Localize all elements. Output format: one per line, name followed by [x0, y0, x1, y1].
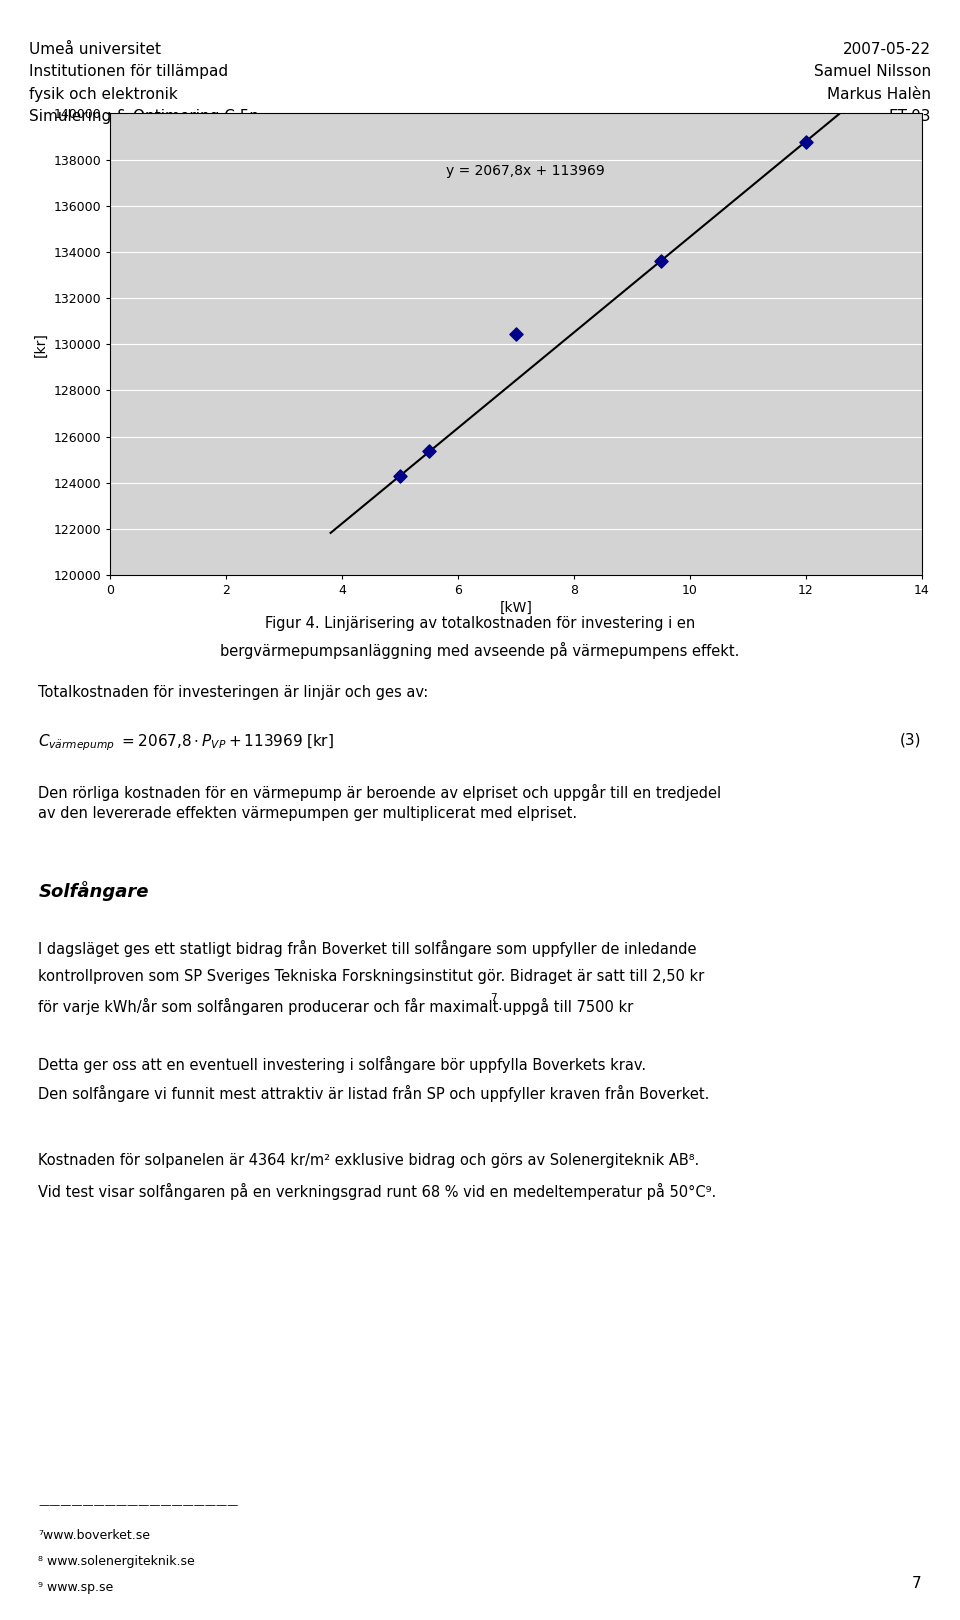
Text: (3): (3)	[900, 732, 922, 747]
Text: Vid test visar solfångaren på en verkningsgrad runt 68 % vid en medeltemperatur : Vid test visar solfångaren på en verknin…	[38, 1183, 717, 1200]
Text: I dagsläget ges ett statligt bidrag från Boverket till solfångare som uppfyller : I dagsläget ges ett statligt bidrag från…	[38, 940, 697, 957]
Point	[798, 128, 813, 154]
Text: y = 2067,8x + 113969: y = 2067,8x + 113969	[446, 164, 605, 178]
Text: Totalkostnaden för investeringen är linjär och ges av:: Totalkostnaden för investeringen är linj…	[38, 685, 429, 700]
Text: ⁸ www.solenergiteknik.se: ⁸ www.solenergiteknik.se	[38, 1555, 195, 1568]
Text: kontrollproven som SP Sveriges Tekniska Forskningsinstitut gör. Bidraget är satt: kontrollproven som SP Sveriges Tekniska …	[38, 969, 705, 983]
Text: för varje kWh/år som solfångaren producerar och får maximalt uppgå till 7500 kr: för varje kWh/år som solfångaren produce…	[38, 998, 634, 1016]
Text: ET-03: ET-03	[889, 109, 931, 125]
Text: Institutionen för tillämpad: Institutionen för tillämpad	[29, 65, 228, 79]
Text: Simulering & Optimering C 5p: Simulering & Optimering C 5p	[29, 109, 259, 125]
Text: 7: 7	[912, 1576, 922, 1591]
Point	[421, 437, 437, 463]
Text: Figur 4. Linjärisering av totalkostnaden för investering i en: Figur 4. Linjärisering av totalkostnaden…	[265, 616, 695, 630]
Text: 7: 7	[490, 993, 496, 1003]
X-axis label: [kW]: [kW]	[499, 601, 533, 616]
Text: Umeå universitet: Umeå universitet	[29, 42, 161, 57]
Text: Detta ger oss att en eventuell investering i solfångare bör uppfylla Boverkets k: Detta ger oss att en eventuell investeri…	[38, 1056, 646, 1074]
Point	[393, 463, 408, 489]
Point	[509, 321, 524, 347]
Text: ⁹ www.sp.se: ⁹ www.sp.se	[38, 1581, 113, 1594]
Text: ⁷www.boverket.se: ⁷www.boverket.se	[38, 1529, 151, 1542]
Text: 2007-05-22: 2007-05-22	[843, 42, 931, 57]
Text: bergvärmepumpsanläggning med avseende på värmepumpens effekt.: bergvärmepumpsanläggning med avseende på…	[220, 642, 740, 659]
Text: Den rörliga kostnaden för en värmepump är beroende av elpriset och uppgår till e: Den rörliga kostnaden för en värmepump ä…	[38, 784, 722, 821]
Text: Kostnaden för solpanelen är 4364 kr/m² exklusive bidrag och görs av Solenergitek: Kostnaden för solpanelen är 4364 kr/m² e…	[38, 1153, 700, 1168]
Point	[653, 248, 668, 274]
Text: Samuel Nilsson: Samuel Nilsson	[814, 65, 931, 79]
Text: .: .	[497, 998, 502, 1012]
Text: $C_{\mathit{v\ddot{a}rmepump}}$ $= 2067{,}8 \cdot P_{\mathit{VP}} + 113969 \;[\m: $C_{\mathit{v\ddot{a}rmepump}}$ $= 2067{…	[38, 732, 334, 753]
Text: Markus Halèn: Markus Halèn	[828, 87, 931, 102]
Text: ——————————————————: ——————————————————	[38, 1500, 239, 1510]
Text: Solfångare: Solfångare	[38, 881, 149, 901]
Text: Den solfångare vi funnit mest attraktiv är listad från SP och uppfyller kraven f: Den solfångare vi funnit mest attraktiv …	[38, 1085, 709, 1103]
Y-axis label: [kr]: [kr]	[34, 332, 48, 356]
Text: fysik och elektronik: fysik och elektronik	[29, 87, 178, 102]
